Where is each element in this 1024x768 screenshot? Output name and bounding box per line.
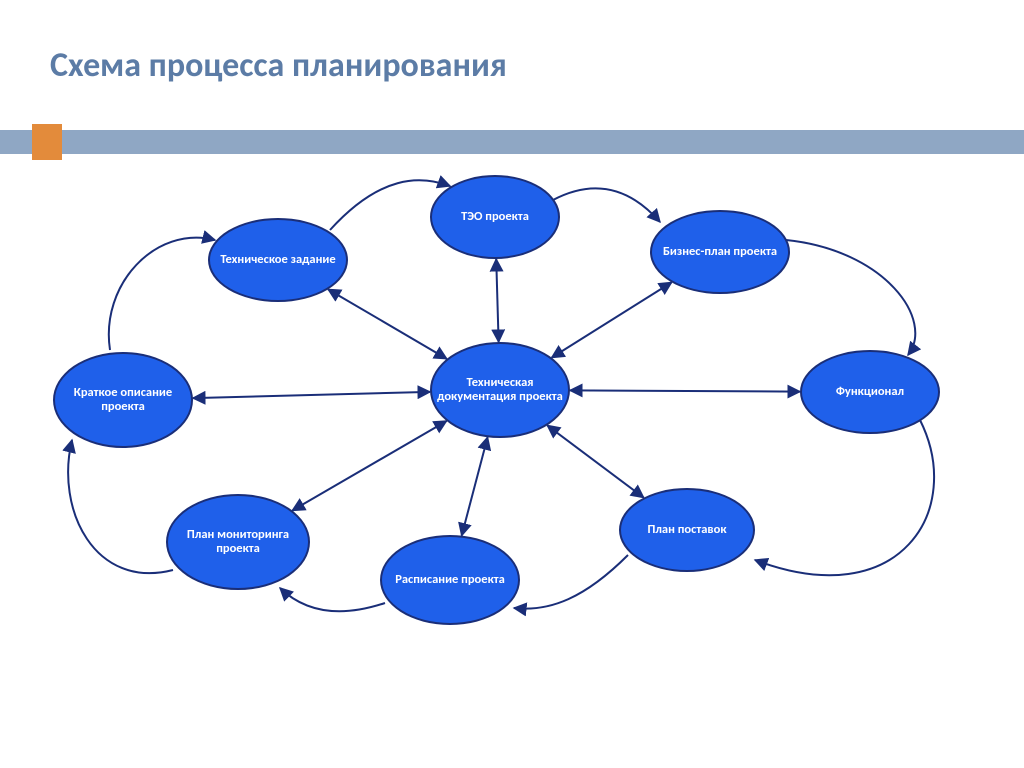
- node-tz: Техническое задание: [208, 218, 348, 302]
- node-biz: Бизнес-план проекта: [650, 210, 790, 294]
- node-brief: Краткое описание проекта: [53, 352, 193, 448]
- node-teo: ТЭО проекта: [430, 175, 560, 259]
- node-schedule: Расписание проекта: [380, 535, 520, 625]
- diagram-nodes: Техническая документация проекта ТЭО прое…: [0, 0, 1024, 768]
- node-func: Функционал: [800, 350, 940, 434]
- slide-root: Схема процесса планирования Техническая …: [0, 0, 1024, 768]
- node-supply: План поставок: [619, 488, 755, 572]
- node-monitor: План мониторинга проекта: [166, 494, 310, 590]
- node-center: Техническая документация проекта: [430, 342, 570, 438]
